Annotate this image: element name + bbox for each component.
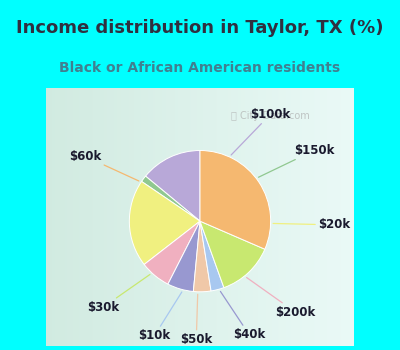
- Text: $50k: $50k: [180, 294, 212, 346]
- Text: $200k: $200k: [247, 278, 316, 318]
- Text: Income distribution in Taylor, TX (%): Income distribution in Taylor, TX (%): [16, 19, 384, 37]
- Text: $20k: $20k: [273, 218, 350, 231]
- Wedge shape: [146, 150, 200, 221]
- Wedge shape: [168, 221, 200, 292]
- Wedge shape: [144, 221, 200, 284]
- Wedge shape: [129, 181, 200, 265]
- Text: $150k: $150k: [258, 144, 335, 177]
- Text: $100k: $100k: [231, 108, 290, 155]
- Text: Black or African American residents: Black or African American residents: [60, 61, 340, 75]
- Text: $30k: $30k: [87, 274, 150, 314]
- Text: $60k: $60k: [69, 150, 139, 181]
- Wedge shape: [200, 150, 271, 249]
- Wedge shape: [200, 221, 265, 288]
- Text: $10k: $10k: [138, 292, 182, 342]
- Wedge shape: [193, 221, 211, 292]
- Wedge shape: [142, 176, 200, 221]
- Wedge shape: [200, 221, 224, 291]
- Text: $40k: $40k: [220, 292, 265, 341]
- Text: ⓘ City-Data.com: ⓘ City-Data.com: [231, 111, 310, 121]
